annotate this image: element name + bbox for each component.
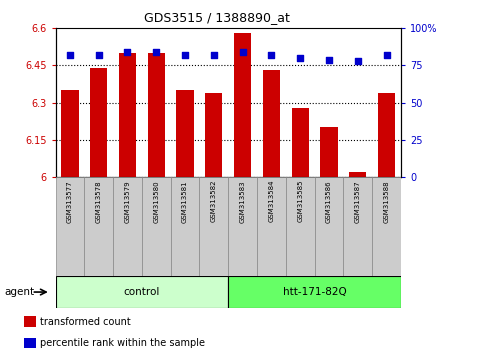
Bar — [170, 177, 199, 276]
Bar — [56, 276, 228, 308]
Point — [95, 52, 102, 58]
Bar — [343, 177, 372, 276]
Bar — [61, 90, 79, 177]
Bar — [142, 177, 170, 276]
Point — [153, 49, 160, 55]
Bar — [228, 276, 401, 308]
Point — [383, 52, 390, 58]
Bar — [372, 177, 401, 276]
Bar — [90, 68, 107, 177]
Bar — [292, 108, 309, 177]
Point — [210, 52, 218, 58]
Bar — [349, 172, 366, 177]
Bar — [205, 93, 223, 177]
Bar — [378, 93, 395, 177]
Point — [66, 52, 74, 58]
Bar — [24, 338, 36, 348]
Bar — [148, 53, 165, 177]
Bar — [234, 33, 251, 177]
Point — [181, 52, 189, 58]
Text: GSM313585: GSM313585 — [297, 180, 303, 222]
Bar — [257, 177, 286, 276]
Text: control: control — [124, 287, 160, 297]
Text: GSM313586: GSM313586 — [326, 180, 332, 223]
Text: GSM313577: GSM313577 — [67, 180, 73, 223]
Text: GSM313580: GSM313580 — [153, 180, 159, 223]
Point — [124, 49, 131, 55]
Bar — [176, 90, 194, 177]
Text: GSM313584: GSM313584 — [269, 180, 274, 222]
Bar — [263, 70, 280, 177]
Bar — [320, 127, 338, 177]
Text: GSM313578: GSM313578 — [96, 180, 102, 223]
Point — [268, 52, 275, 58]
Text: GSM313587: GSM313587 — [355, 180, 361, 223]
Text: GSM313581: GSM313581 — [182, 180, 188, 223]
Bar — [24, 316, 36, 327]
Bar — [85, 177, 113, 276]
Point — [239, 49, 246, 55]
Text: GSM313588: GSM313588 — [384, 180, 389, 223]
Text: GSM313583: GSM313583 — [240, 180, 246, 223]
Text: percentile rank within the sample: percentile rank within the sample — [41, 338, 205, 348]
Text: transformed count: transformed count — [41, 317, 131, 327]
Text: GDS3515 / 1388890_at: GDS3515 / 1388890_at — [144, 11, 290, 24]
Bar — [119, 53, 136, 177]
Bar — [286, 177, 314, 276]
Bar — [113, 177, 142, 276]
Point — [296, 55, 304, 61]
Point — [354, 58, 362, 64]
Point — [325, 57, 333, 62]
Bar — [228, 177, 257, 276]
Bar — [56, 177, 85, 276]
Text: htt-171-82Q: htt-171-82Q — [283, 287, 346, 297]
Text: agent: agent — [5, 287, 35, 297]
Bar — [199, 177, 228, 276]
Text: GSM313579: GSM313579 — [125, 180, 130, 223]
Text: GSM313582: GSM313582 — [211, 180, 217, 222]
Bar — [314, 177, 343, 276]
